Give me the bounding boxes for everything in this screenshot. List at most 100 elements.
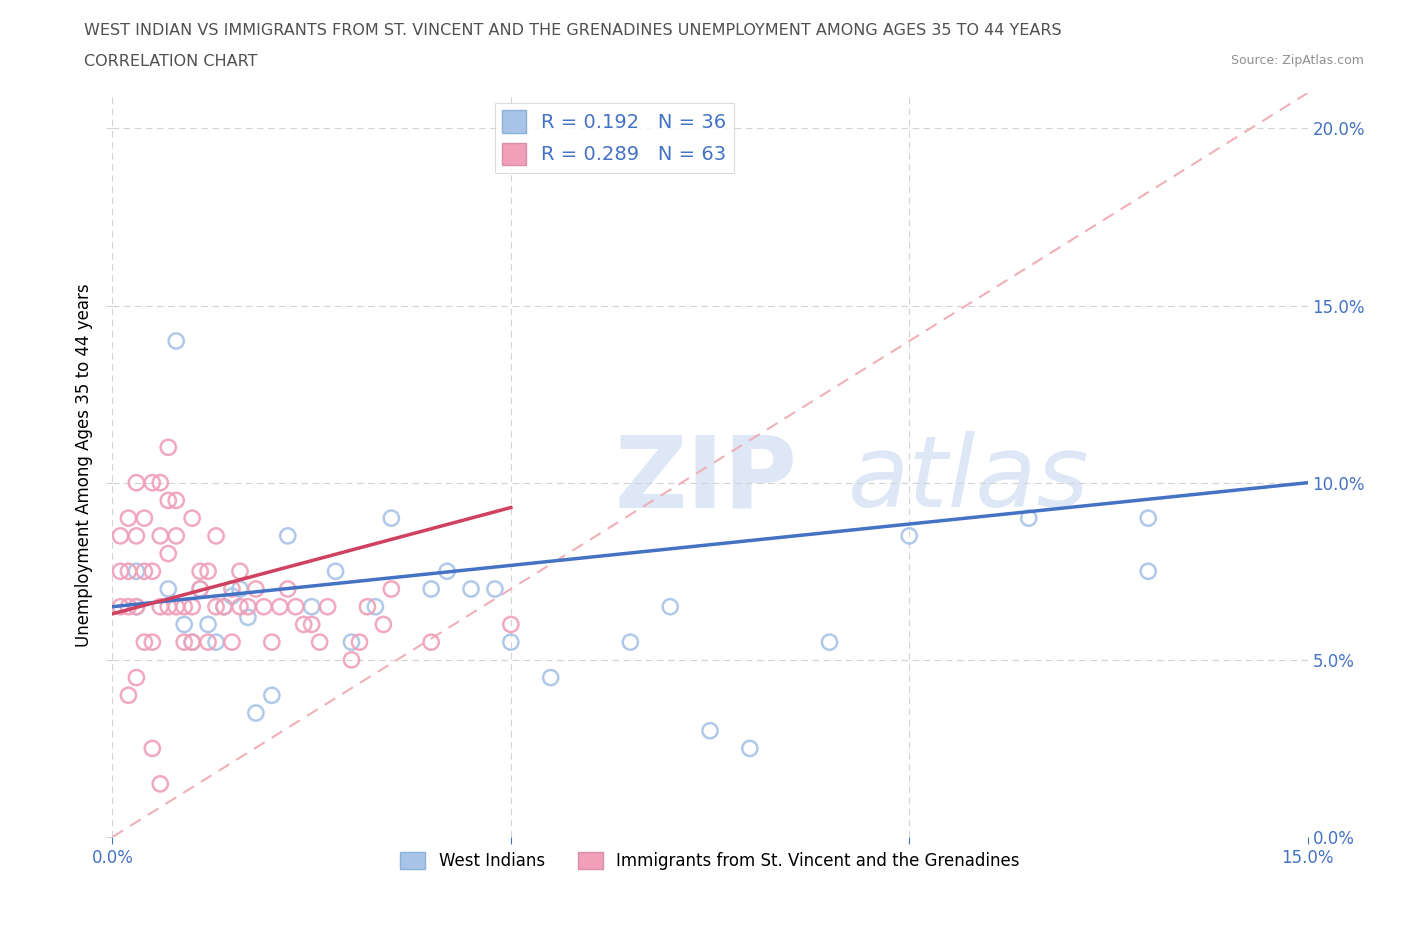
- Point: [380, 511, 402, 525]
- Point: [141, 475, 163, 490]
- Point: [173, 634, 195, 649]
- Y-axis label: Unemployment Among Ages 35 to 44 years: Unemployment Among Ages 35 to 44 years: [75, 284, 93, 646]
- Point: [173, 617, 195, 631]
- Point: [188, 581, 211, 596]
- Point: [125, 528, 148, 543]
- Text: Source: ZipAtlas.com: Source: ZipAtlas.com: [1230, 54, 1364, 67]
- Point: [173, 599, 195, 614]
- Point: [699, 724, 721, 738]
- Point: [205, 528, 228, 543]
- Point: [212, 599, 235, 614]
- Point: [340, 653, 363, 668]
- Point: [149, 599, 172, 614]
- Point: [125, 599, 148, 614]
- Point: [141, 741, 163, 756]
- Point: [205, 599, 228, 614]
- Point: [245, 581, 267, 596]
- Point: [110, 564, 132, 578]
- Point: [292, 617, 315, 631]
- Point: [277, 581, 299, 596]
- Point: [316, 599, 339, 614]
- Point: [460, 581, 482, 596]
- Point: [340, 634, 363, 649]
- Point: [125, 671, 148, 685]
- Point: [380, 581, 402, 596]
- Point: [157, 546, 180, 561]
- Point: [165, 493, 187, 508]
- Point: [117, 688, 139, 703]
- Point: [229, 564, 252, 578]
- Point: [134, 511, 156, 525]
- Point: [188, 564, 211, 578]
- Point: [117, 511, 139, 525]
- Point: [157, 581, 180, 596]
- Point: [373, 617, 395, 631]
- Point: [356, 599, 378, 614]
- Point: [141, 634, 163, 649]
- Point: [277, 528, 299, 543]
- Point: [149, 528, 172, 543]
- Text: ZIP: ZIP: [614, 432, 797, 528]
- Point: [110, 599, 132, 614]
- Point: [117, 564, 139, 578]
- Point: [181, 634, 204, 649]
- Point: [499, 634, 522, 649]
- Point: [110, 528, 132, 543]
- Point: [149, 475, 172, 490]
- Point: [221, 589, 243, 604]
- Point: [1137, 564, 1160, 578]
- Point: [325, 564, 347, 578]
- Point: [197, 617, 219, 631]
- Point: [619, 634, 641, 649]
- Point: [260, 634, 283, 649]
- Point: [125, 564, 148, 578]
- Point: [898, 528, 921, 543]
- Point: [181, 599, 204, 614]
- Point: [420, 581, 443, 596]
- Point: [253, 599, 276, 614]
- Point: [141, 564, 163, 578]
- Point: [229, 599, 252, 614]
- Point: [165, 599, 187, 614]
- Text: WEST INDIAN VS IMMIGRANTS FROM ST. VINCENT AND THE GRENADINES UNEMPLOYMENT AMONG: WEST INDIAN VS IMMIGRANTS FROM ST. VINCE…: [84, 23, 1062, 38]
- Point: [157, 599, 180, 614]
- Point: [236, 610, 259, 625]
- Point: [221, 634, 243, 649]
- Point: [125, 475, 148, 490]
- Point: [738, 741, 761, 756]
- Point: [349, 634, 371, 649]
- Point: [1018, 511, 1040, 525]
- Text: CORRELATION CHART: CORRELATION CHART: [84, 54, 257, 69]
- Point: [117, 599, 139, 614]
- Point: [149, 777, 172, 791]
- Point: [284, 599, 307, 614]
- Point: [181, 511, 204, 525]
- Point: [125, 599, 148, 614]
- Point: [364, 599, 387, 614]
- Legend: West Indians, Immigrants from St. Vincent and the Grenadines: West Indians, Immigrants from St. Vincen…: [394, 845, 1026, 877]
- Point: [484, 581, 506, 596]
- Point: [229, 581, 252, 596]
- Point: [134, 564, 156, 578]
- Point: [188, 581, 211, 596]
- Point: [308, 634, 330, 649]
- Point: [157, 493, 180, 508]
- Point: [540, 671, 562, 685]
- Point: [301, 599, 323, 614]
- Text: atlas: atlas: [848, 432, 1090, 528]
- Point: [420, 634, 443, 649]
- Point: [436, 564, 458, 578]
- Point: [165, 528, 187, 543]
- Point: [221, 581, 243, 596]
- Point: [197, 564, 219, 578]
- Point: [157, 440, 180, 455]
- Point: [1137, 511, 1160, 525]
- Point: [499, 617, 522, 631]
- Point: [245, 706, 267, 721]
- Point: [236, 599, 259, 614]
- Point: [205, 634, 228, 649]
- Point: [818, 634, 841, 649]
- Point: [269, 599, 291, 614]
- Point: [301, 617, 323, 631]
- Point: [260, 688, 283, 703]
